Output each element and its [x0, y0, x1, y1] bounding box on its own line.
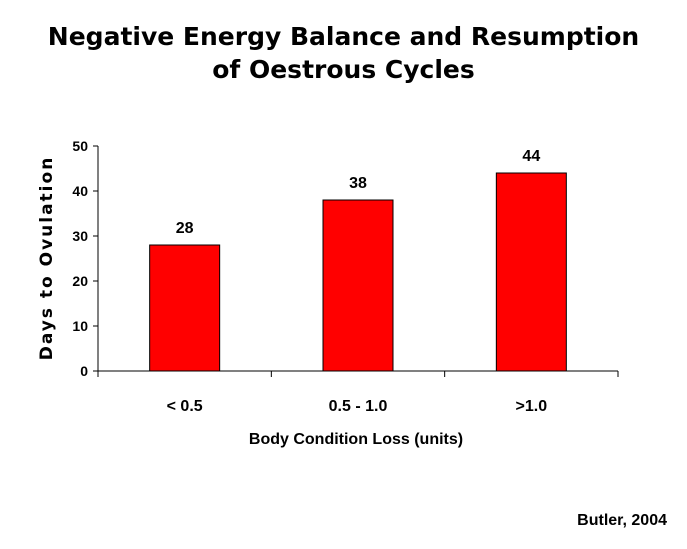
x-tick-label: 0.5 - 1.0: [329, 398, 388, 415]
chart-title: Negative Energy Balance and Resumption o…: [0, 20, 687, 86]
chart-title-line-2: of Oestrous Cycles: [212, 55, 475, 84]
bar: [149, 244, 221, 372]
x-tick-label: >1.0: [516, 398, 548, 415]
bar: [495, 172, 567, 372]
x-tick-label: < 0.5: [167, 398, 203, 415]
y-tick-label: 10: [72, 318, 88, 334]
axes-layer: [97, 146, 618, 372]
ticks-layer: [93, 145, 619, 377]
data-label: 38: [349, 175, 367, 192]
y-tick-label: 0: [80, 363, 88, 379]
data-label: 28: [176, 220, 194, 237]
bar: [322, 199, 394, 372]
citation: Butler, 2004: [577, 512, 667, 529]
bars-layer: [149, 172, 567, 372]
labels-layer: 0 10 20 30 40 50 28 < 0.5 38 0.5 - 1.0 44 >1.0: [72, 138, 547, 415]
y-tick-label: 20: [72, 273, 88, 289]
chart-title-line-1: Negative Energy Balance and Resumption: [47, 22, 640, 51]
y-tick-label: 50: [72, 138, 88, 154]
y-tick-label: 30: [72, 228, 88, 244]
y-tick-label: 40: [72, 183, 88, 199]
data-label: 44: [522, 148, 540, 165]
y-axis-title: Days to Ovulation: [37, 156, 57, 361]
x-axis-title: Body Condition Loss (units): [249, 431, 463, 448]
